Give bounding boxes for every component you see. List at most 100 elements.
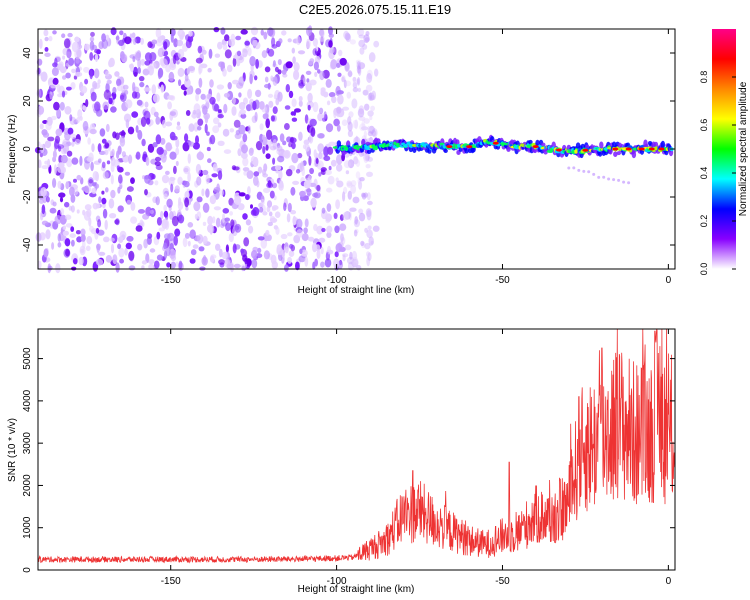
noise-blob [335, 243, 343, 253]
noise-blob [327, 175, 335, 185]
noise-blob [358, 208, 364, 215]
noise-blob [357, 87, 361, 93]
noise-blob [106, 79, 112, 85]
noise-blob [53, 101, 60, 111]
noise-blob [217, 122, 222, 128]
noise-blob [364, 227, 368, 233]
noise-blob [139, 219, 144, 226]
noise-blob [197, 234, 204, 244]
noise-blob [219, 189, 224, 196]
noise-blob [65, 223, 73, 228]
noise-blob [78, 256, 84, 266]
noise-blob [57, 242, 62, 248]
signal-blob [599, 141, 604, 149]
noise-blob [64, 214, 72, 220]
signal-streak [627, 181, 631, 185]
noise-blob [156, 254, 163, 261]
noise-blob [65, 248, 70, 257]
noise-blob [279, 178, 283, 189]
noise-blob [319, 70, 325, 81]
noise-blob [177, 176, 183, 185]
noise-blob [111, 148, 115, 157]
noise-blob [340, 233, 344, 243]
noise-blob [197, 118, 204, 126]
noise-blob [213, 27, 220, 33]
noise-blob [327, 146, 334, 155]
noise-blob [217, 41, 223, 50]
noise-blob [299, 248, 303, 255]
noise-blob [318, 172, 322, 177]
noise-blob [41, 220, 49, 226]
noise-blob [371, 90, 377, 101]
snr-xlabel: Height of straight line (km) [298, 584, 415, 595]
noise-blob [339, 223, 347, 231]
noise-blob [306, 26, 312, 37]
noise-blob [124, 171, 131, 176]
noise-blob [251, 259, 258, 269]
noise-blob [151, 39, 158, 45]
noise-blob [263, 250, 270, 260]
signal-streak [602, 175, 606, 179]
noise-blob [137, 129, 143, 140]
noise-blob [335, 199, 340, 210]
noise-blob [51, 67, 59, 76]
noise-blob [166, 262, 171, 268]
noise-blob [342, 212, 349, 221]
noise-blob [62, 143, 69, 154]
signal-blob [366, 149, 372, 154]
noise-blob [83, 66, 90, 73]
noise-blob [243, 170, 248, 176]
noise-blob [133, 71, 138, 77]
snr-xtick-label: -150 [161, 576, 181, 587]
noise-blob [305, 70, 312, 75]
noise-blob [336, 180, 344, 188]
snr-xtick-label: -50 [495, 576, 510, 587]
noise-blob [346, 182, 353, 188]
noise-blob [226, 90, 234, 101]
noise-blob [69, 233, 76, 239]
noise-blob [144, 189, 148, 196]
noise-blob [84, 204, 92, 211]
noise-blob [257, 166, 263, 174]
noise-blob [63, 38, 71, 49]
noise-blob [154, 161, 161, 167]
noise-blob [277, 59, 282, 66]
signal-streak [592, 172, 596, 176]
noise-blob [267, 221, 273, 227]
noise-blob [55, 128, 63, 137]
noise-blob [251, 249, 258, 259]
noise-blob [162, 149, 168, 156]
noise-blob [88, 217, 92, 227]
noise-blob [284, 105, 291, 110]
signal-blob [535, 139, 540, 147]
noise-blob [209, 134, 216, 145]
noise-blob [329, 46, 335, 54]
signal-streak [612, 178, 616, 182]
noise-blob [156, 231, 161, 240]
noise-blob [317, 112, 324, 122]
noise-blob [182, 237, 188, 248]
spectrogram-ytick-label: -20 [22, 189, 33, 204]
noise-blob [237, 203, 245, 211]
noise-blob [326, 203, 332, 212]
noise-blob [323, 91, 329, 98]
noise-blob [327, 245, 331, 255]
noise-blob [177, 214, 185, 224]
noise-blob [119, 258, 124, 264]
noise-blob [313, 61, 319, 71]
noise-blob [238, 124, 246, 135]
noise-blob [217, 140, 225, 146]
noise-blob [95, 203, 101, 209]
noise-blob [295, 261, 300, 271]
noise-blob [120, 51, 125, 60]
noise-blob [62, 225, 67, 230]
noise-blob [177, 48, 185, 59]
noise-blob [152, 142, 158, 148]
noise-blob [364, 242, 371, 250]
noise-blob [333, 118, 340, 127]
noise-blob [250, 156, 256, 165]
noise-blob [358, 34, 366, 39]
noise-blob [62, 55, 66, 60]
noise-blob [184, 197, 190, 208]
noise-blob [270, 75, 274, 82]
